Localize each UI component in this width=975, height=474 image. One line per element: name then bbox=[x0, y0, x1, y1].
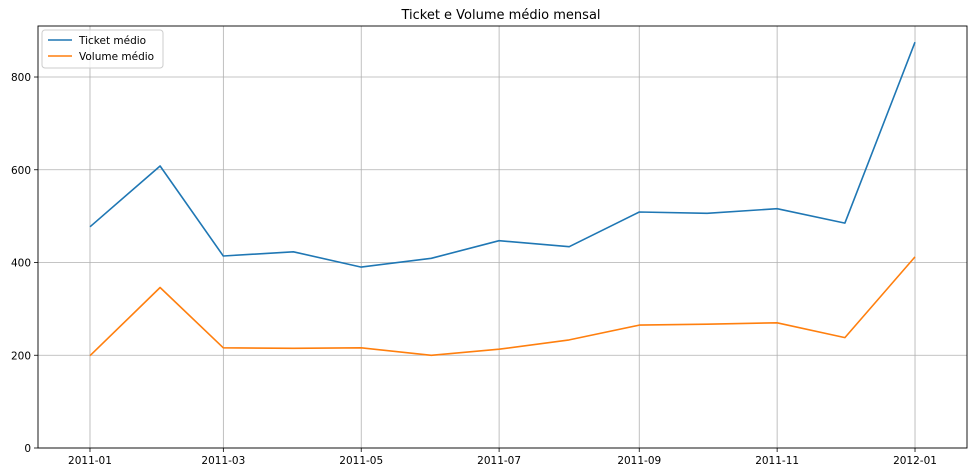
x-tick-label: 2012-01 bbox=[893, 455, 937, 467]
y-tick-label: 800 bbox=[11, 72, 31, 84]
x-tick-label: 2011-05 bbox=[339, 455, 383, 467]
plot-frame bbox=[37, 25, 968, 449]
series-line-1 bbox=[89, 256, 916, 357]
x-axis: 2011-01 2011-03 2011-05 2011-07 2011-09 2011-… bbox=[68, 448, 937, 467]
x-tick-label: 2011-09 bbox=[617, 455, 661, 467]
y-tick-label: 400 bbox=[11, 258, 31, 270]
chart-title: Ticket e Volume médio mensal bbox=[400, 8, 600, 23]
series-line-0 bbox=[89, 41, 916, 268]
x-tick-label: 2011-01 bbox=[68, 455, 112, 467]
x-tick-label: 2011-07 bbox=[477, 455, 521, 467]
y-axis: 0 200 400 600 800 bbox=[11, 72, 38, 455]
legend-box bbox=[41, 29, 164, 69]
y-tick-label: 0 bbox=[24, 443, 31, 455]
legend-label-ticket: Ticket médio bbox=[78, 35, 146, 47]
y-tick-label: 600 bbox=[11, 165, 31, 177]
legend: Ticket médio Volume médio bbox=[41, 29, 164, 69]
y-tick-label: 200 bbox=[11, 350, 31, 362]
x-tick-label: 2011-03 bbox=[201, 455, 245, 467]
grid bbox=[38, 26, 967, 449]
series-lines bbox=[89, 41, 916, 357]
x-tick-label: 2011-11 bbox=[755, 455, 799, 467]
legend-label-volume: Volume médio bbox=[79, 51, 154, 63]
